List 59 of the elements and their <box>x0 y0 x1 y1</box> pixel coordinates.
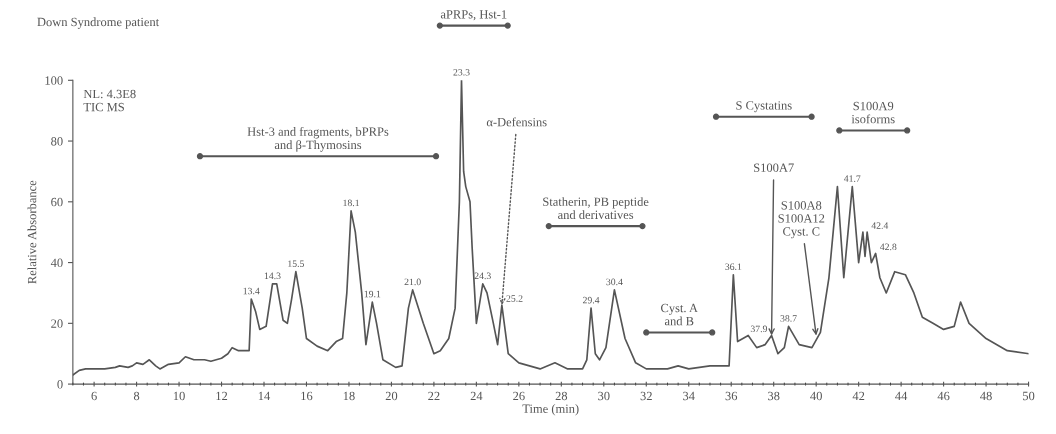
y-tick-label: 0 <box>57 380 63 389</box>
annotation: 14.3 <box>264 272 281 280</box>
x-tick-label: 34 <box>683 391 695 401</box>
x-tick-label: 22 <box>428 391 440 401</box>
annotation: NL: 4.3E8 TIC MS <box>83 89 136 112</box>
y-tick-label: 60 <box>51 197 63 207</box>
annotation: Statherin, PB peptide and derivatives <box>543 197 649 220</box>
x-tick-label: 42 <box>852 391 865 401</box>
x-tick-label: 10 <box>173 391 185 401</box>
x-tick-label: 32 <box>640 391 652 401</box>
annotation: S100A7 <box>754 163 794 172</box>
x-tick-label: 40 <box>810 391 822 401</box>
annotation: 41.7 <box>843 175 861 182</box>
x-tick-label: 12 <box>216 391 228 401</box>
x-tick-label: 46 <box>937 391 950 401</box>
annotation: 29.4 <box>582 296 600 304</box>
x-tick-label: 24 <box>470 391 483 401</box>
annotation: 37.9 <box>750 325 768 333</box>
annotation: 15.5 <box>288 260 304 267</box>
x-axis-title: Time (min) <box>522 404 579 416</box>
text: aPRPs, Hst-1 <box>440 10 507 21</box>
annotation: 19.1 <box>364 290 381 298</box>
y-tick-label: 20 <box>51 319 63 328</box>
annotation: 24.3 <box>474 272 491 280</box>
annotation: Hst-3 and fragments, bPRPs and β-Thymosins <box>247 126 389 152</box>
annotation: 30.4 <box>606 278 623 286</box>
x-tick-label: 48 <box>980 391 992 401</box>
annotation: 36.1 <box>725 263 742 271</box>
x-tick-label: 44 <box>895 391 908 401</box>
x-tick-label: 26 <box>513 391 525 401</box>
x-tick-label: 50 <box>1023 391 1035 401</box>
x-tick-label: 20 <box>385 391 398 401</box>
annotation: 21.0 <box>404 278 421 286</box>
x-tick-label: 36 <box>725 391 738 401</box>
annotation: 42.8 <box>879 243 897 251</box>
annotation: Cyst. A and B <box>661 303 698 326</box>
annotation: 18.1 <box>343 199 359 207</box>
x-tick-label: 8 <box>133 391 140 401</box>
x-tick-label: 16 <box>301 391 313 401</box>
y-axis-title: Relative Absorbance <box>27 180 37 284</box>
chart-title: Down Syndrome patient <box>37 17 160 29</box>
annotation: 38.7 <box>780 315 797 322</box>
annotation: S Cystatins <box>736 101 792 113</box>
x-tick-label: 14 <box>258 391 271 401</box>
x-tick-label: 38 <box>768 391 780 401</box>
annotation: S100A8 S100A12 Cyst. C <box>778 201 825 239</box>
x-tick-label: 18 <box>343 391 355 401</box>
annotation: 23.3 <box>453 69 470 76</box>
x-tick-label: 28 <box>555 391 568 401</box>
annotation: 13.4 <box>243 287 260 295</box>
annotation: 25.2 <box>506 295 523 302</box>
x-tick-label: 30 <box>598 391 610 401</box>
annotation: α-Defensins <box>486 117 547 127</box>
y-tick-label: 100 <box>45 76 63 85</box>
y-tick-label: 40 <box>50 258 63 268</box>
annotation: S100A9 isoforms <box>851 101 895 124</box>
annotation: 42.4 <box>871 222 889 229</box>
x-tick-label: 6 <box>91 391 97 401</box>
y-tick-label: 80 <box>51 137 63 146</box>
